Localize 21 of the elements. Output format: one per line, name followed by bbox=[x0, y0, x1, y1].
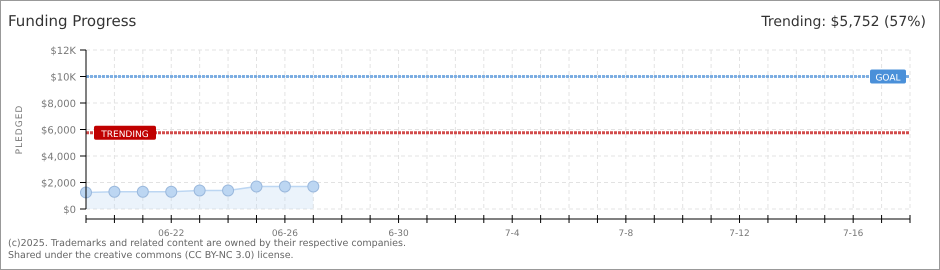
y-tick-label: $4,000 bbox=[41, 152, 76, 163]
y-tick-label: $8,000 bbox=[41, 99, 76, 110]
text: (c)2025. Trademarks and related content are owned by their respective companies. bbox=[8, 238, 406, 249]
ref-line-label: GOAL bbox=[875, 74, 901, 84]
x-tick-label: 7-16 bbox=[842, 229, 864, 239]
y-tick-label: $12K bbox=[50, 46, 76, 57]
text: Trending: $5,752 (57%) bbox=[760, 14, 926, 30]
ref-line-label: TRENDING bbox=[100, 130, 149, 140]
x-tick-label: 06-22 bbox=[158, 229, 184, 239]
x-tick-label: 06-26 bbox=[272, 229, 298, 239]
x-tick-label: 6-30 bbox=[388, 229, 410, 239]
x-tick-label: 7-8 bbox=[618, 229, 634, 239]
x-tick-label: 7-4 bbox=[504, 229, 520, 239]
y-tick-label: $2,000 bbox=[41, 178, 76, 190]
y-tick-label: $6,000 bbox=[41, 126, 76, 136]
text: Shared under the creative commons (CC BY-NC 3.0) license. bbox=[8, 250, 294, 261]
chart-title: Funding Progress bbox=[8, 12, 137, 30]
y-tick-label: $10K bbox=[50, 72, 76, 84]
x-tick-label: 7-12 bbox=[729, 229, 750, 239]
y-axis-title: PLEDGED bbox=[15, 104, 25, 154]
y-tick-label: $0 bbox=[63, 205, 76, 216]
